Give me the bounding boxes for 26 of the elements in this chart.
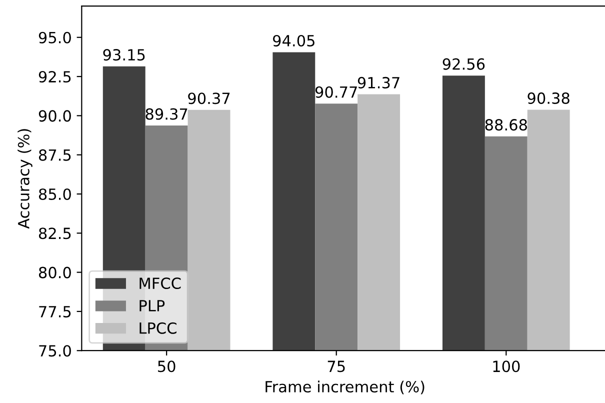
legend-label: PLP — [140, 300, 165, 312]
y-tick-label: 77.5 — [39, 306, 71, 318]
data-label: 93.15 — [103, 49, 145, 61]
data-label: 92.56 — [442, 58, 485, 70]
data-label: 89.37 — [146, 108, 188, 120]
data-label: 90.38 — [528, 92, 570, 104]
data-label: 94.05 — [273, 34, 314, 47]
legend-label: LPCC — [140, 322, 176, 334]
x-tick-label: 50 — [158, 360, 176, 372]
x-tick-label: 100 — [493, 360, 520, 372]
y-tick-label: 82.5 — [38, 228, 71, 240]
x-axis-title: Frame increment (%) — [266, 380, 424, 394]
y-tick-label: 92.5 — [38, 70, 71, 83]
data-label: 90.37 — [188, 92, 230, 104]
y-tick-label: 95.0 — [38, 32, 71, 44]
y-tick-label: 87.5 — [38, 149, 71, 161]
data-label: 88.68 — [485, 119, 527, 131]
y-tick-label: 80.0 — [38, 266, 71, 278]
y-axis-title: Accuracy (%) — [18, 129, 32, 229]
y-tick-label: 75.0 — [39, 345, 71, 357]
data-label: 91.37 — [358, 76, 400, 88]
data-label: 90.77 — [315, 86, 357, 98]
legend-label: MFCC — [140, 277, 181, 290]
y-tick-label: 85.0 — [38, 188, 71, 200]
y-tick-label: 90.0 — [38, 110, 71, 122]
x-tick-label: 75 — [328, 360, 345, 372]
